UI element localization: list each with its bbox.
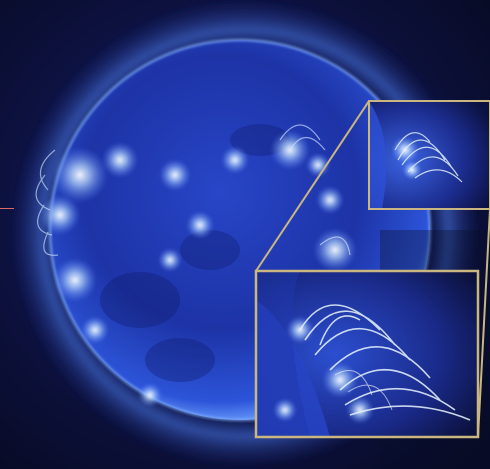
zoom-inset-box — [254, 269, 480, 439]
zoom-source-box — [368, 100, 490, 210]
side-mark — [0, 208, 14, 209]
